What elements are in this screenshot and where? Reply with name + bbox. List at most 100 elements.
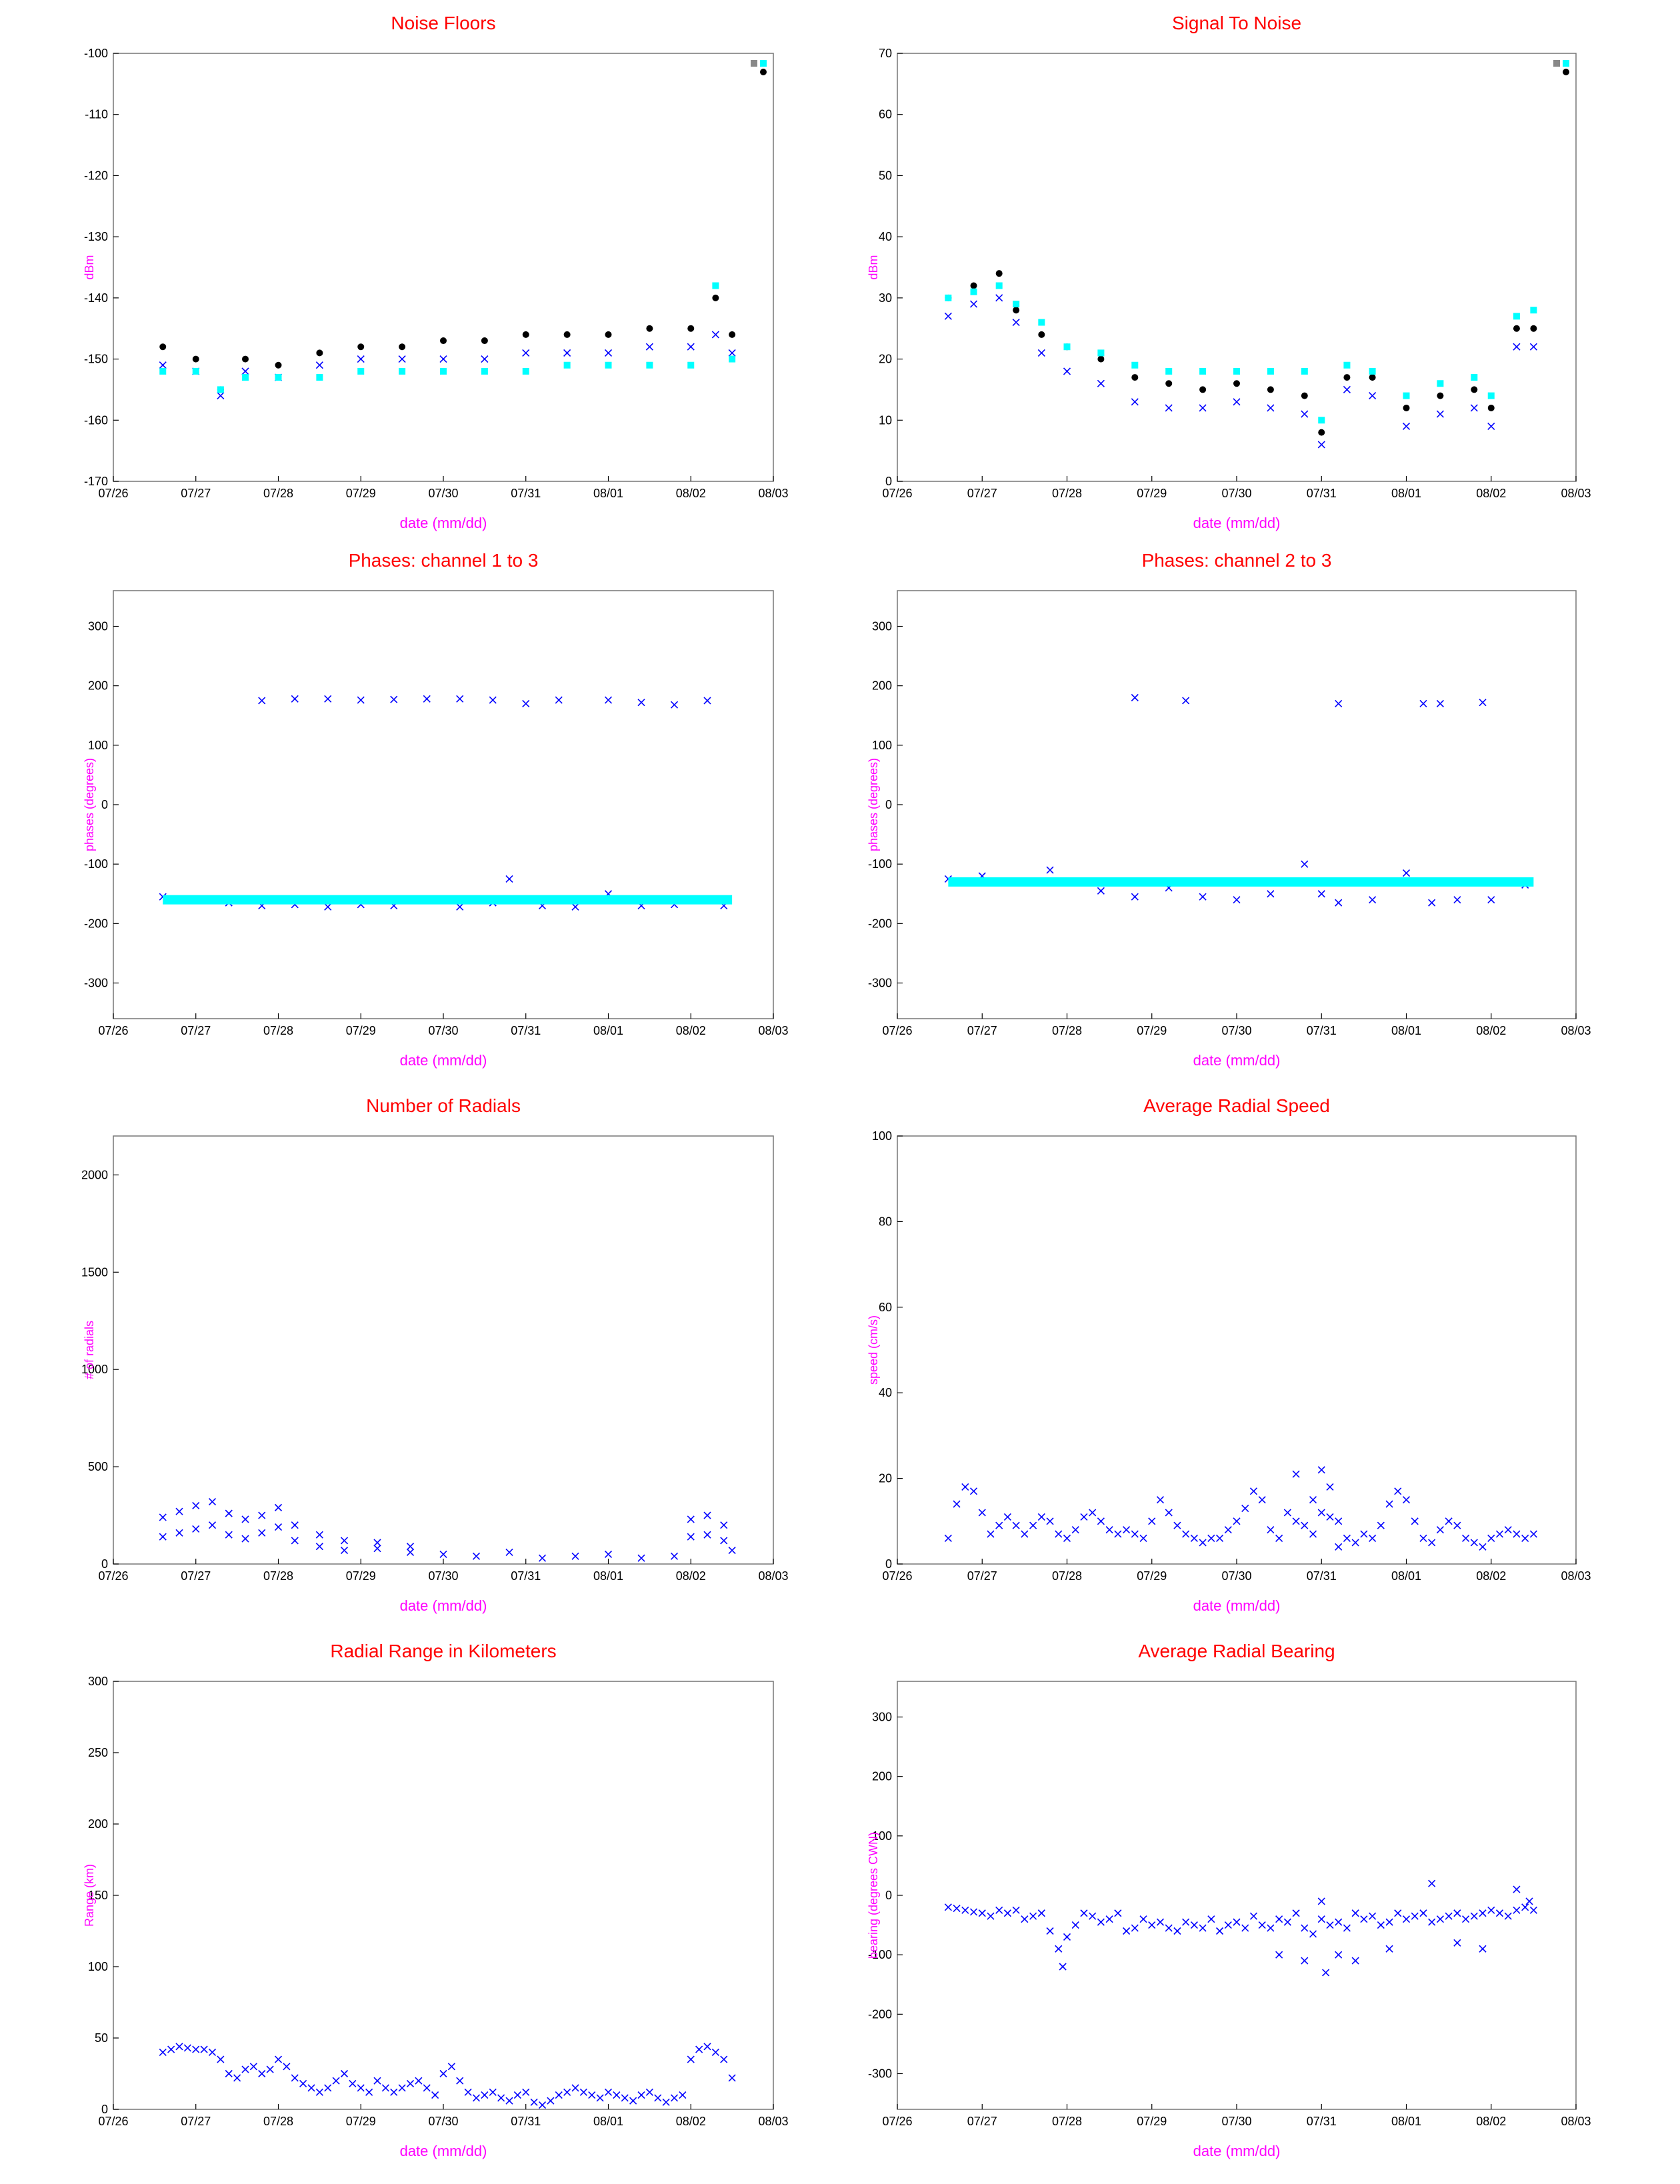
x-tick-label: 07/29 bbox=[1137, 487, 1167, 500]
x-tick-label: 07/26 bbox=[98, 487, 128, 500]
data-point bbox=[1114, 1909, 1122, 1917]
data-point bbox=[217, 386, 224, 393]
data-point bbox=[1097, 1517, 1105, 1525]
y-tick-label: 40 bbox=[879, 1386, 892, 1399]
legend-marker bbox=[1553, 60, 1560, 67]
data-point bbox=[1165, 1924, 1173, 1932]
data-point bbox=[555, 2091, 563, 2099]
x-tick-label: 08/02 bbox=[676, 2115, 706, 2128]
data-point bbox=[1199, 367, 1207, 375]
data-point bbox=[1173, 1521, 1181, 1529]
data-point bbox=[456, 2077, 464, 2085]
data-point bbox=[1131, 361, 1139, 369]
data-point bbox=[1487, 404, 1495, 411]
data-point bbox=[970, 288, 977, 295]
data-point bbox=[604, 1550, 613, 1558]
data-point bbox=[505, 2097, 513, 2105]
x-tick-label: 08/03 bbox=[1561, 1024, 1591, 1037]
data-point bbox=[1343, 1534, 1351, 1543]
data-point bbox=[1224, 1526, 1232, 1534]
data-point bbox=[241, 1515, 249, 1523]
data-point bbox=[1215, 1534, 1224, 1543]
data-point bbox=[1317, 441, 1325, 449]
data-point bbox=[1063, 1933, 1071, 1941]
data-point bbox=[489, 696, 497, 704]
data-point bbox=[1097, 1918, 1105, 1926]
y-tick-label: 250 bbox=[88, 1746, 108, 1759]
x-tick-label: 07/29 bbox=[1137, 1024, 1167, 1037]
data-point bbox=[969, 300, 978, 308]
x-tick-label: 07/28 bbox=[263, 1569, 293, 1583]
y-tick-label: 0 bbox=[101, 798, 108, 811]
data-point bbox=[1131, 893, 1139, 901]
y-tick-label: 100 bbox=[872, 739, 892, 752]
x-tick-label: 07/31 bbox=[1307, 2115, 1337, 2128]
data-point bbox=[1292, 1909, 1300, 1917]
data-point bbox=[969, 1487, 978, 1495]
data-point bbox=[563, 361, 571, 369]
data-point bbox=[1318, 429, 1325, 436]
series-channel-3 bbox=[159, 282, 736, 393]
data-point bbox=[1097, 355, 1105, 363]
data-point bbox=[1335, 899, 1343, 907]
data-point bbox=[1525, 1897, 1533, 1905]
data-point bbox=[1471, 386, 1478, 393]
data-point bbox=[505, 1548, 513, 1557]
x-tick-label: 08/01 bbox=[593, 1024, 623, 1037]
data-point bbox=[357, 367, 365, 375]
data-point bbox=[406, 1543, 415, 1551]
data-point bbox=[1436, 1526, 1444, 1534]
x-tick-label: 08/03 bbox=[1561, 2115, 1591, 2128]
data-point bbox=[613, 2091, 621, 2099]
data-point bbox=[399, 367, 406, 375]
data-point bbox=[406, 2079, 415, 2088]
data-point bbox=[1513, 343, 1521, 351]
y-tick-label: -140 bbox=[84, 291, 108, 305]
data-point bbox=[1326, 1483, 1334, 1491]
data-point bbox=[1190, 1534, 1198, 1543]
data-point bbox=[258, 2069, 266, 2078]
y-tick-label: 40 bbox=[879, 230, 892, 243]
legend-marker bbox=[1563, 60, 1569, 67]
chart-title: Phases: channel 1 to 3 bbox=[349, 550, 539, 571]
data-point bbox=[1530, 307, 1537, 314]
y-tick-label: -300 bbox=[868, 977, 892, 990]
data-point bbox=[1199, 1539, 1207, 1547]
data-point bbox=[945, 294, 952, 301]
data-point bbox=[1097, 349, 1105, 357]
data-point bbox=[729, 355, 736, 363]
data-point bbox=[711, 331, 719, 339]
data-point bbox=[1513, 1906, 1521, 1914]
x-tick-label: 07/31 bbox=[1307, 1024, 1337, 1037]
data-point bbox=[1046, 1517, 1054, 1525]
data-point bbox=[1267, 386, 1274, 393]
y-tick-label: 0 bbox=[101, 2103, 108, 2116]
data-point bbox=[1123, 1526, 1131, 1534]
data-point bbox=[1309, 1530, 1317, 1538]
data-point bbox=[1335, 1918, 1343, 1926]
series-channel-2 bbox=[159, 331, 736, 400]
data-point bbox=[316, 374, 323, 381]
data-point bbox=[646, 361, 653, 369]
data-point bbox=[1402, 1915, 1411, 1923]
x-tick-label: 07/28 bbox=[1052, 1024, 1082, 1037]
data-point bbox=[258, 1511, 266, 1519]
data-point bbox=[1437, 380, 1444, 387]
data-point bbox=[1233, 367, 1240, 375]
data-point bbox=[720, 2055, 728, 2063]
chart-phases-1-3: Phases: channel 1 to 3 07/26 07/27 07/28 07/… bbox=[83, 550, 789, 1069]
data-point bbox=[481, 355, 489, 363]
data-point bbox=[687, 1515, 695, 1523]
data-point bbox=[995, 1906, 1003, 1914]
data-point bbox=[258, 1529, 266, 1537]
data-point bbox=[1059, 1963, 1067, 1971]
data-point bbox=[1275, 1915, 1283, 1923]
data-point bbox=[621, 2094, 629, 2102]
data-point bbox=[604, 2088, 613, 2096]
data-point bbox=[249, 2063, 257, 2071]
data-point bbox=[1055, 1530, 1063, 1538]
data-point bbox=[1267, 404, 1275, 412]
x-tick-label: 07/27 bbox=[967, 487, 997, 500]
x-tick-label: 08/03 bbox=[758, 487, 788, 500]
y-axis-label: Range (km) bbox=[83, 1864, 96, 1927]
